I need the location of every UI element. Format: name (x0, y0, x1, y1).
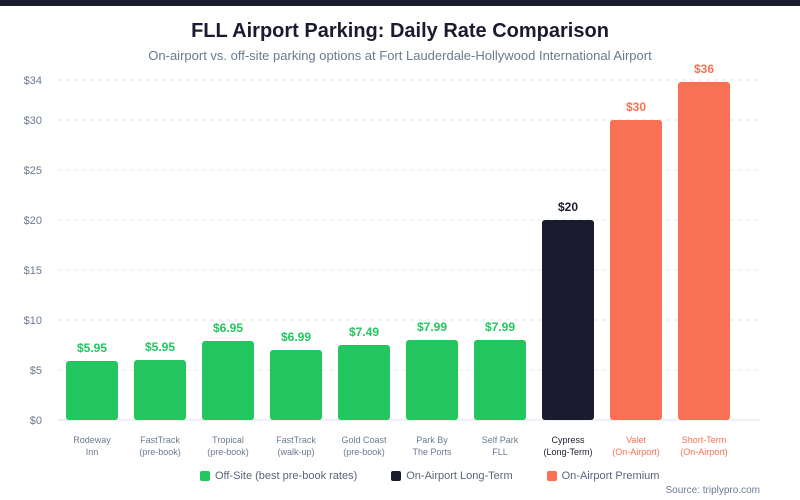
x-tick-label: (pre-book) (139, 447, 181, 457)
top-bar (0, 0, 800, 6)
x-tick-label: Park By (416, 435, 448, 445)
bar[interactable] (202, 341, 254, 420)
x-tick-label: (On-Airport) (612, 447, 660, 457)
bar[interactable] (610, 120, 662, 420)
legend-item-longterm[interactable]: On-Airport Long-Term (391, 470, 513, 482)
x-tick-label: Cypress (551, 435, 585, 445)
y-tick-label: $10 (24, 315, 42, 327)
bar[interactable] (406, 340, 458, 420)
x-tick-label: Tropical (212, 435, 244, 445)
x-tick-label: (Long-Term) (543, 447, 592, 457)
legend-swatch-premium (546, 471, 557, 481)
bar[interactable] (66, 361, 118, 420)
chart-title: FLL Airport Parking: Daily Rate Comparis… (191, 20, 609, 42)
bar[interactable] (270, 350, 322, 420)
y-tick-label: $34 (24, 75, 42, 87)
y-tick-label: $0 (30, 415, 42, 427)
data-label: $5.95 (77, 341, 107, 355)
data-label: $5.95 (145, 340, 175, 354)
data-label: $6.95 (213, 321, 243, 335)
y-tick-label: $15 (24, 265, 42, 277)
data-label: $7.99 (485, 320, 515, 334)
bar[interactable] (542, 220, 594, 420)
legend: Off-Site (best pre-book rates) On-Airpor… (200, 470, 659, 482)
data-label: $7.49 (349, 325, 379, 339)
x-tick-label: Inn (86, 447, 99, 457)
legend-swatch-offsite (200, 471, 210, 481)
legend-item-premium[interactable]: On-Airport Premium (546, 470, 660, 482)
legend-label: On-Airport Long-Term (406, 470, 513, 482)
data-label: $36 (694, 62, 714, 76)
x-tick-label: FLL (492, 447, 508, 457)
x-tick-label: (pre-book) (207, 447, 249, 457)
source-note: Source: triplypro.com (665, 485, 760, 496)
x-tick-label: (walk-up) (277, 447, 314, 457)
data-label: $20 (558, 200, 578, 214)
x-tick-label: FastTrack (140, 435, 180, 445)
legend-swatch-longterm (391, 471, 402, 481)
x-tick-label: Valet (626, 435, 646, 445)
bar[interactable] (474, 340, 526, 420)
bar[interactable] (678, 82, 730, 420)
x-tick-label: (On-Airport) (680, 447, 728, 457)
legend-label: Off-Site (best pre-book rates) (215, 470, 358, 482)
x-tick-label: FastTrack (276, 435, 316, 445)
x-tick-label: (pre-book) (343, 447, 385, 457)
data-label: $30 (626, 100, 646, 114)
y-tick-label: $25 (24, 165, 42, 177)
data-label: $7.99 (417, 320, 447, 334)
x-tick-label: Gold Coast (341, 435, 387, 445)
legend-item-offsite[interactable]: Off-Site (best pre-book rates) (200, 470, 357, 482)
data-label: $6.99 (281, 330, 311, 344)
y-tick-label: $5 (30, 365, 42, 377)
bar[interactable] (134, 360, 186, 420)
x-tick-label: Rodeway (73, 435, 111, 445)
x-tick-label: The Ports (412, 447, 452, 457)
y-tick-label: $30 (24, 115, 42, 127)
y-tick-label: $20 (24, 215, 42, 227)
legend-label: On-Airport Premium (561, 470, 660, 482)
x-tick-label: Self Park (482, 435, 519, 445)
chart-subtitle: On-airport vs. off-site parking options … (148, 48, 652, 63)
bar[interactable] (338, 345, 390, 420)
x-tick-label: Short-Term (682, 435, 727, 445)
